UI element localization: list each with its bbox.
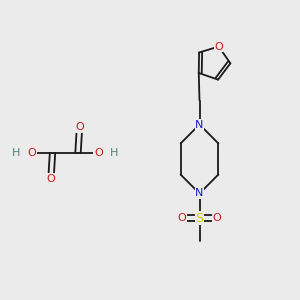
- Text: H: H: [110, 148, 118, 158]
- Text: N: N: [195, 188, 204, 199]
- Text: O: O: [27, 148, 36, 158]
- Text: H: H: [12, 148, 20, 158]
- Text: O: O: [46, 173, 56, 184]
- Text: O: O: [75, 122, 84, 133]
- Text: O: O: [214, 41, 223, 52]
- Text: O: O: [178, 213, 187, 223]
- Text: O: O: [212, 213, 221, 223]
- Text: N: N: [195, 119, 204, 130]
- Text: S: S: [196, 212, 203, 225]
- Text: O: O: [94, 148, 103, 158]
